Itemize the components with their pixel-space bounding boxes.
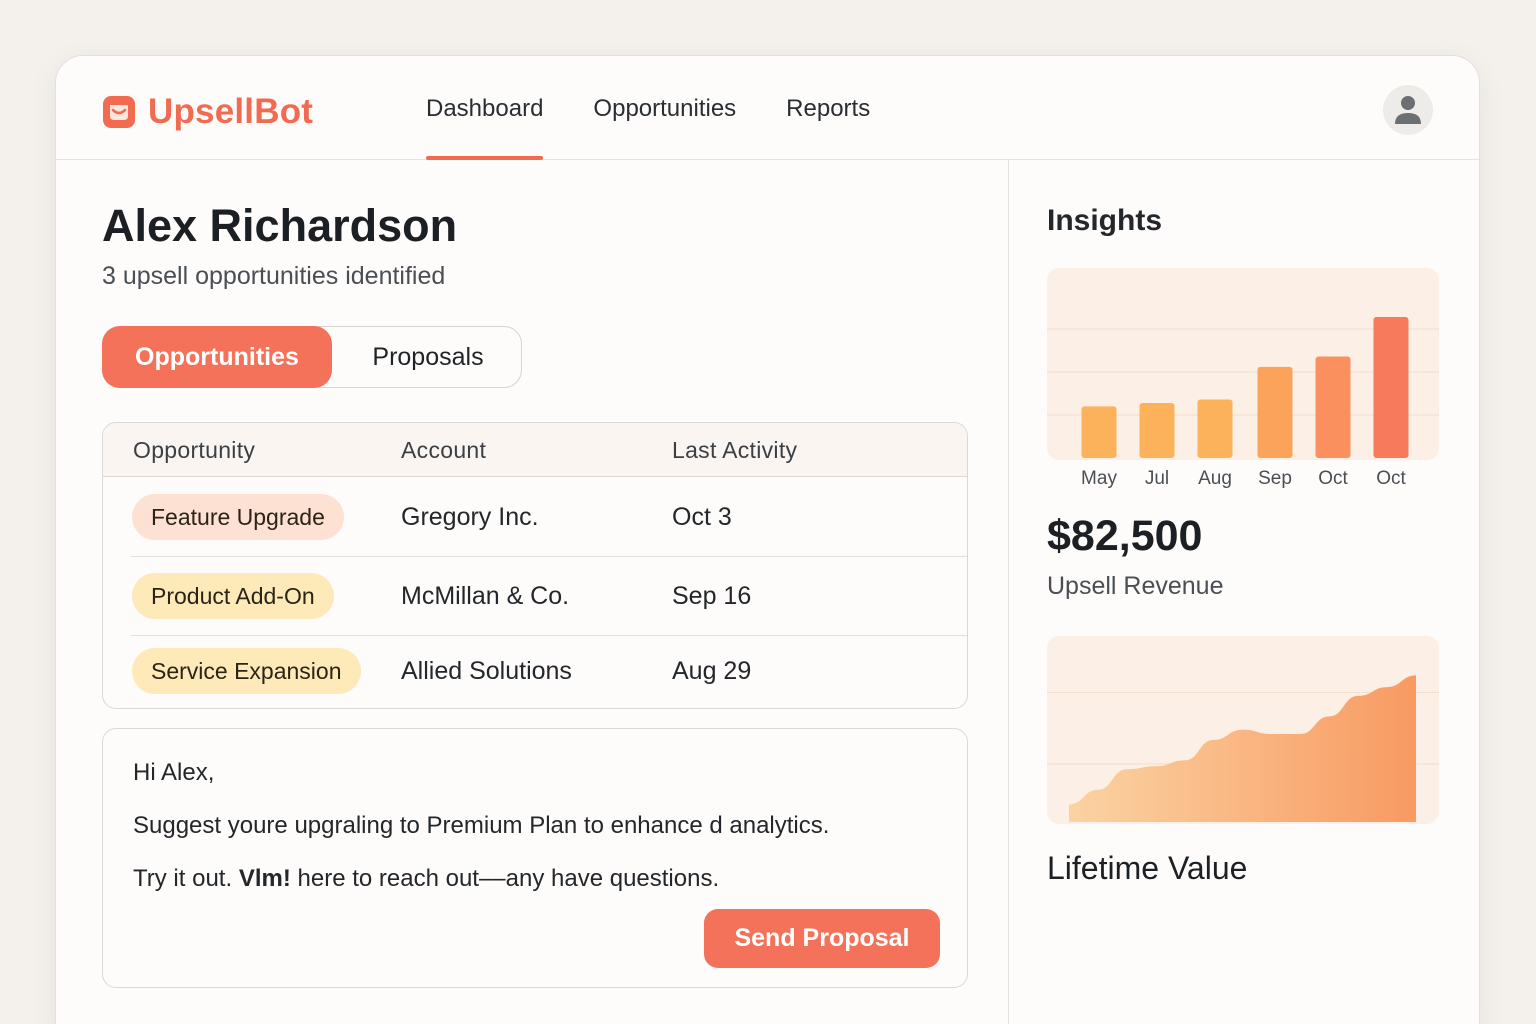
column-header-last-activity[interactable]: Last Activity (672, 437, 798, 463)
x-tick-label: Oct (1318, 468, 1348, 489)
x-tick-label: Oct (1376, 468, 1406, 489)
proposal-draft[interactable]: Hi Alex, Suggest youre upgraling to Prem… (102, 728, 968, 988)
column-header-account[interactable]: Account (401, 437, 487, 463)
area-series (1069, 675, 1416, 822)
app-window: UpsellBot Dashboard Opportunities Report… (55, 55, 1480, 1024)
table-row[interactable]: Feature Upgrade Gregory Inc. Oct 3 (103, 477, 967, 557)
tab-opportunities[interactable]: Opportunities (102, 326, 332, 388)
chat-box-icon (103, 96, 135, 128)
user-icon (1395, 96, 1421, 124)
email-text: here to reach out––any have questions. (297, 865, 720, 892)
x-tick-label: May (1081, 468, 1117, 489)
last-activity-cell: Aug 29 (672, 657, 752, 685)
table-row[interactable]: Service Expansion Allied Solutions Aug 2… (103, 636, 967, 708)
bar[interactable] (1257, 366, 1293, 458)
bar[interactable] (1315, 356, 1351, 458)
nav-opportunities[interactable]: Opportunities (593, 95, 737, 122)
view-toggle: Opportunities Proposals (102, 326, 522, 388)
lifetime-value-area-chart (1047, 675, 1439, 822)
email-text: Try it out. (133, 865, 233, 892)
email-text-bold: Vlm! (238, 865, 291, 892)
bar[interactable] (1081, 406, 1117, 458)
last-activity-cell: Sep 16 (672, 582, 752, 610)
avatar[interactable] (1383, 85, 1433, 135)
table-row[interactable]: Product Add-On McMillan & Co. Sep 16 (103, 557, 967, 636)
bar[interactable] (1197, 399, 1233, 458)
last-activity-cell: Oct 3 (672, 503, 732, 531)
opportunities-table: Opportunity Account Last Activity Featur… (102, 422, 968, 709)
bar-chart-x-axis: May Jul Aug Sep Oct Oct (1047, 468, 1439, 498)
x-tick-label: Aug (1198, 468, 1232, 489)
top-bar: UpsellBot Dashboard Opportunities Report… (56, 56, 1479, 160)
nav-reports[interactable]: Reports (786, 95, 871, 122)
email-greeting: Hi Alex, (133, 759, 215, 786)
x-tick-label: Jul (1144, 468, 1170, 489)
brand-logo[interactable]: UpsellBot (102, 92, 313, 132)
brand-name: UpsellBot (148, 92, 314, 131)
bar[interactable] (1373, 316, 1409, 458)
account-cell: Gregory Inc. (401, 503, 539, 531)
opportunity-pill[interactable]: Service Expansion (132, 648, 361, 694)
x-tick-label: Sep (1258, 468, 1292, 489)
main-nav: Dashboard Opportunities Reports (426, 56, 920, 160)
upsell-revenue-value: $82,500 (1047, 512, 1203, 560)
opportunity-pill[interactable]: Product Add-On (132, 573, 334, 619)
page-subtitle: 3 upsell opportunities identified (102, 262, 446, 290)
nav-dashboard[interactable]: Dashboard (426, 56, 544, 160)
revenue-bar-chart (1047, 316, 1439, 458)
page-title: Alex Richardson (102, 200, 458, 251)
lifetime-value-label: Lifetime Value (1047, 850, 1248, 886)
column-divider (1008, 160, 1009, 1024)
account-cell: Allied Solutions (401, 657, 572, 685)
send-proposal-button[interactable]: Send Proposal (704, 909, 940, 968)
email-body-line: Suggest youre upgraling to Premium Plan … (133, 812, 830, 839)
email-body-line: Try it out. Vlm! here to reach out––any … (133, 865, 719, 893)
upsell-revenue-label: Upsell Revenue (1047, 572, 1224, 600)
insights-title: Insights (1047, 204, 1163, 237)
lifetime-value-chart (1047, 636, 1439, 824)
tab-proposals[interactable]: Proposals (372, 343, 484, 371)
bar[interactable] (1139, 402, 1175, 458)
opportunity-pill[interactable]: Feature Upgrade (132, 494, 344, 540)
column-header-opportunity[interactable]: Opportunity (133, 437, 256, 463)
table-header: Opportunity Account Last Activity (103, 423, 967, 477)
account-cell: McMillan & Co. (401, 582, 570, 610)
